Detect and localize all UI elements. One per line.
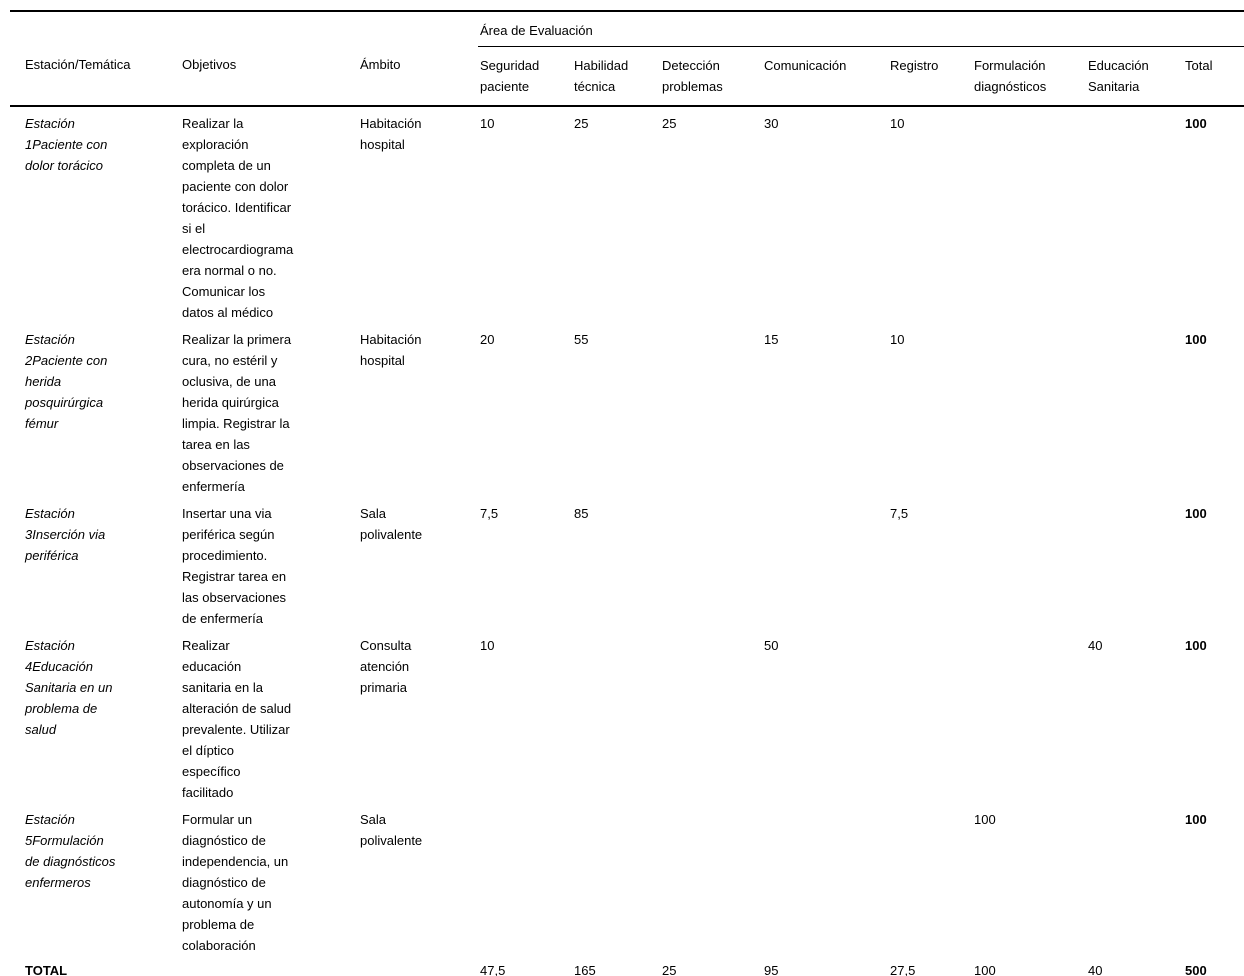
header-area: Seguridad paciente <box>478 46 572 107</box>
header-area: Comunicación <box>762 46 888 107</box>
score-cell <box>1086 323 1183 497</box>
column-group-header: Área de Evaluación <box>478 11 1244 47</box>
score-cell <box>660 497 762 629</box>
score-cell: 10 <box>480 115 495 131</box>
scope-cell: Habitación hospital <box>360 115 422 152</box>
row-total-cell: 100 <box>1185 331 1207 347</box>
column-total-cell: 95 <box>764 962 779 976</box>
spanner-spacer <box>180 11 358 46</box>
header-scope: Ámbito <box>358 46 478 107</box>
scope-cell: Consulta atención primaria <box>360 637 412 695</box>
row-total-cell: 100 <box>1185 637 1207 653</box>
column-total-cell: 165 <box>574 962 596 976</box>
score-cell: 40 <box>1088 637 1103 653</box>
objectives-cell: Realizar la exploración completa de un p… <box>182 115 294 320</box>
score-cell: 7,5 <box>890 505 909 521</box>
score-cell: 10 <box>480 637 495 653</box>
score-cell: 55 <box>574 331 589 347</box>
total-row: TOTAL 47,5 165 25 95 27,5 100 40 500 <box>10 956 1244 976</box>
header-objectives: Objetivos <box>180 46 358 107</box>
score-cell <box>660 323 762 497</box>
score-cell: 50 <box>764 637 779 653</box>
score-cell <box>972 497 1086 629</box>
spanner-row: Área de Evaluación <box>10 11 1244 47</box>
score-cell: 15 <box>764 331 779 347</box>
total-row-label: TOTAL <box>25 962 68 976</box>
table-row: Estación 1Paciente con dolor torácico Re… <box>10 106 1244 323</box>
score-cell <box>972 629 1086 803</box>
station-cell: Estación 4Educación Sanitaria en un prob… <box>25 637 113 737</box>
score-cell <box>972 106 1086 323</box>
spanner-spacer <box>10 11 180 46</box>
score-cell: 20 <box>480 331 495 347</box>
score-cell: 10 <box>890 331 905 347</box>
score-cell <box>888 629 972 803</box>
score-cell <box>660 629 762 803</box>
header-area: Formulación diagnósticos <box>972 46 1086 107</box>
score-cell <box>1086 803 1183 956</box>
score-cell <box>660 803 762 956</box>
row-total-cell: 100 <box>1185 811 1207 827</box>
score-cell: 30 <box>764 115 779 131</box>
score-cell <box>572 803 660 956</box>
row-total-cell: 100 <box>1185 115 1207 131</box>
score-cell: 25 <box>662 115 677 131</box>
header-area: Registro <box>888 46 972 107</box>
score-cell <box>572 629 660 803</box>
score-cell <box>762 497 888 629</box>
objectives-cell: Realizar educación sanitaria en la alter… <box>182 637 292 800</box>
score-cell <box>478 803 572 956</box>
station-cell: Estación 2Paciente con herida posquirúrg… <box>25 331 108 431</box>
table-row: Estación 2Paciente con herida posquirúrg… <box>10 323 1244 497</box>
score-cell: 25 <box>574 115 589 131</box>
scope-cell: Sala polivalente <box>360 505 423 542</box>
column-total-cell: 27,5 <box>890 962 916 976</box>
header-area: Educación Sanitaria <box>1086 46 1183 107</box>
column-total-cell: 47,5 <box>480 962 506 976</box>
empty-cell <box>358 956 478 976</box>
objectives-cell: Formular un diagnóstico de independencia… <box>182 811 289 953</box>
score-cell: 100 <box>974 811 996 827</box>
scope-cell: Habitación hospital <box>360 331 422 368</box>
table-row: Estación 3Inserción via periférica Inser… <box>10 497 1244 629</box>
header-total: Total <box>1183 46 1244 107</box>
column-total-cell: 40 <box>1088 962 1103 976</box>
score-cell <box>1086 497 1183 629</box>
objectives-cell: Realizar la primera cura, no estéril y o… <box>182 331 292 494</box>
table-row: Estación 4Educación Sanitaria en un prob… <box>10 629 1244 803</box>
score-cell: 85 <box>574 505 589 521</box>
grand-total-cell: 500 <box>1185 962 1207 976</box>
row-total-cell: 100 <box>1185 505 1207 521</box>
table-row: Estación 5Formulación de diagnósticos en… <box>10 803 1244 956</box>
spanner-spacer <box>358 11 478 46</box>
column-total-cell: 25 <box>662 962 677 976</box>
score-cell <box>1086 106 1183 323</box>
scope-cell: Sala polivalente <box>360 811 423 848</box>
station-cell: Estación 1Paciente con dolor torácico <box>25 115 108 173</box>
score-cell: 10 <box>890 115 905 131</box>
score-cell <box>972 323 1086 497</box>
score-cell: 7,5 <box>480 505 499 521</box>
empty-cell <box>180 956 358 976</box>
station-cell: Estación 5Formulación de diagnósticos en… <box>25 811 116 890</box>
score-cell <box>762 803 888 956</box>
column-total-cell: 100 <box>974 962 996 976</box>
evaluation-table: Área de Evaluación Estación/Temática Obj… <box>10 10 1244 976</box>
objectives-cell: Insertar una via periférica según proced… <box>182 505 287 626</box>
station-cell: Estación 3Inserción via periférica <box>25 505 106 563</box>
column-header-row: Estación/Temática Objetivos Ámbito Segur… <box>10 46 1244 107</box>
score-cell <box>888 803 972 956</box>
header-station: Estación/Temática <box>10 46 180 107</box>
header-area: Habilidad técnica <box>572 46 660 107</box>
header-area: Detección problemas <box>660 46 762 107</box>
